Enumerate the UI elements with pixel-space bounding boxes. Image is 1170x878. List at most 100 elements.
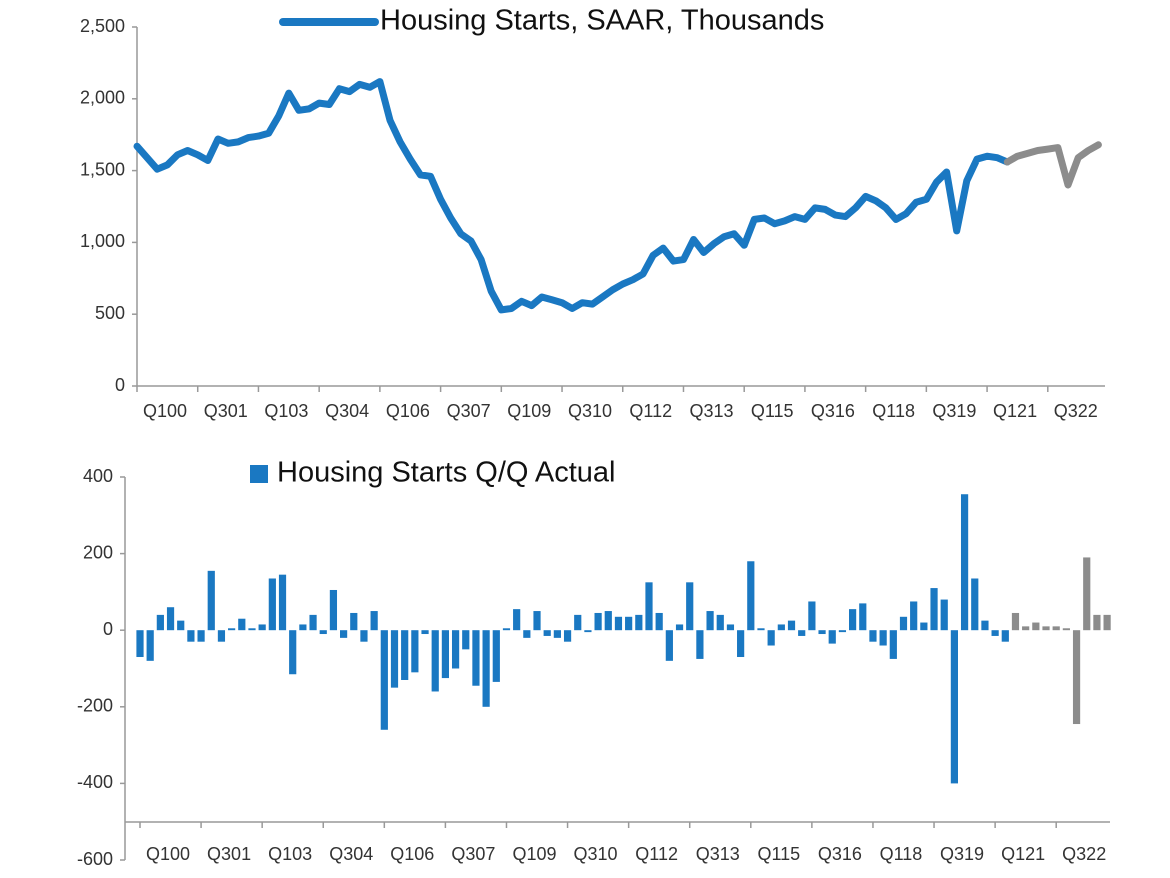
legend-label: Housing Starts Q/Q Actual: [277, 457, 615, 489]
bar: [136, 630, 144, 658]
x-tick-label: Q118: [880, 844, 923, 864]
bar: [747, 561, 755, 631]
bar: [767, 630, 775, 646]
line-series: [1003, 141, 1102, 189]
x-tick-label: Q121: [1001, 844, 1045, 864]
bar: [370, 611, 378, 631]
x-tick-label: Q112: [629, 401, 672, 421]
bar: [584, 630, 592, 633]
bar: [482, 630, 490, 707]
x-tick-label: Q307: [451, 844, 495, 864]
bar: [299, 624, 307, 631]
bar: [706, 611, 714, 631]
bar: [390, 630, 399, 688]
x-tick-label: Q106: [386, 401, 430, 421]
bar: [665, 630, 673, 661]
y-tick-label: -600: [77, 849, 113, 869]
bar: [920, 622, 928, 631]
bar: [523, 630, 531, 638]
bar: [828, 630, 836, 644]
y-tick-label: 1,500: [80, 159, 125, 179]
bar: [798, 630, 806, 636]
bar: [268, 578, 276, 631]
bar: [1022, 626, 1030, 631]
bar: [289, 630, 297, 675]
bar: [604, 611, 612, 631]
bar: [329, 589, 338, 631]
x-tick-label: Q304: [325, 401, 369, 421]
bar: [472, 630, 480, 686]
line-series: [133, 78, 1011, 314]
bar: [360, 630, 368, 642]
bar: [177, 620, 185, 631]
bar: [1032, 622, 1040, 631]
x-tick-label: Q118: [872, 401, 915, 421]
y-tick-label: -200: [77, 696, 113, 716]
bar: [716, 614, 724, 631]
bar: [889, 630, 897, 659]
bar: [849, 609, 857, 631]
bar: [563, 630, 572, 642]
bar: [1093, 614, 1101, 631]
bar: [625, 616, 633, 631]
x-tick-label: Q316: [811, 401, 855, 421]
bar: [726, 624, 735, 631]
bar: [614, 616, 623, 631]
bar: [187, 630, 195, 642]
bar: [696, 630, 704, 659]
bar: [869, 630, 877, 642]
bar: [757, 628, 765, 631]
bar: [319, 630, 327, 635]
bar: [635, 614, 643, 631]
bar: [258, 624, 266, 631]
bar: [278, 574, 287, 631]
y-tick-label: 500: [95, 303, 125, 323]
x-tick-label: Q319: [932, 401, 976, 421]
x-tick-label: Q301: [207, 844, 251, 864]
bar: [818, 630, 826, 635]
bar: [197, 630, 205, 642]
x-tick-label: Q322: [1062, 844, 1106, 864]
bar: [838, 630, 847, 633]
bar: [502, 628, 511, 631]
bar: [910, 601, 918, 631]
bar: [146, 630, 154, 661]
bar: [655, 612, 663, 631]
bar: [777, 624, 785, 631]
x-tick-label: Q100: [143, 401, 187, 421]
x-tick-label: Q115: [751, 401, 794, 421]
bar: [737, 630, 745, 658]
bar: [960, 494, 969, 631]
bar: [228, 628, 236, 631]
bar: [543, 630, 551, 636]
bar: [594, 612, 602, 631]
bar: [1103, 614, 1111, 631]
x-tick-label: Q103: [268, 844, 312, 864]
y-tick-label: 2,000: [80, 88, 125, 108]
x-tick-label: Q319: [940, 844, 984, 864]
x-tick-label: Q310: [568, 401, 612, 421]
y-tick-label: 0: [103, 619, 113, 639]
bar: [940, 599, 948, 631]
x-tick-label: Q322: [1054, 401, 1098, 421]
bar: [950, 630, 958, 784]
bar: [441, 630, 449, 679]
bar: [971, 578, 979, 631]
bar: [991, 630, 999, 636]
bar: [859, 603, 867, 631]
bar: [166, 607, 175, 631]
bar: [217, 630, 226, 642]
bar: [380, 630, 388, 730]
y-tick-label: -400: [77, 772, 113, 792]
x-tick-label: Q106: [390, 844, 434, 864]
bar: [553, 630, 561, 638]
x-tick-label: Q310: [574, 844, 618, 864]
bar: [156, 614, 164, 631]
x-tick-label: Q109: [507, 401, 551, 421]
bar: [350, 612, 358, 631]
bar: [808, 601, 816, 631]
bar: [645, 582, 653, 631]
y-tick-label: 400: [83, 466, 113, 486]
bar: [879, 630, 887, 646]
x-tick-label: Q100: [146, 844, 190, 864]
